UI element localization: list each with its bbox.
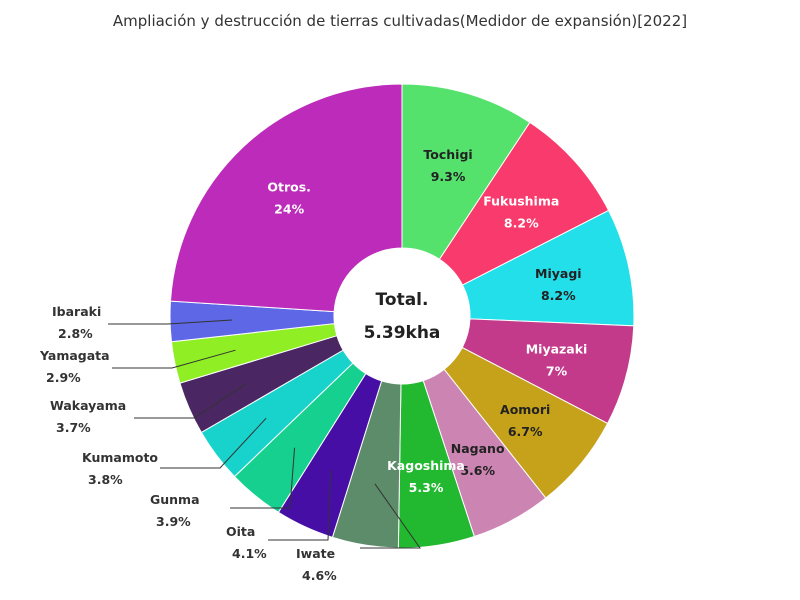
slice-label-wakayama: Wakayama [50,398,126,413]
slice-value-otros: 24% [274,202,304,217]
slice-label-fukushima: Fukushima [483,193,559,208]
slice-label-nagano: Nagano [451,441,505,456]
slice-value-nagano: 5.6% [460,463,495,478]
chart-title: Ampliación y destrucción de tierras cult… [112,12,688,30]
slice-label-kagoshima: Kagoshima [387,458,465,473]
slice-label-otros: Otros. [267,180,311,195]
slice-label-tochigi: Tochigi [423,147,472,162]
slice-value-oita: 4.1% [232,546,267,561]
donut-hole [334,248,470,384]
slice-value-miyazaki: 7% [546,363,568,378]
slice-value-aomori: 6.7% [508,424,543,439]
slice-value-ibaraki: 2.8% [58,326,93,341]
slice-label-oita: Oita [226,524,255,539]
leader-line-oita [268,470,332,541]
slice-value-kumamoto: 3.8% [88,472,123,487]
center-value: 5.39kha [364,323,441,343]
slice-label-miyazaki: Miyazaki [526,341,588,356]
slice-label-aomori: Aomori [500,402,550,417]
leader-line-wakayama [134,383,247,419]
slice-value-wakayama: 3.7% [56,420,91,435]
slice-value-kagoshima: 5.3% [409,480,444,495]
leader-line-gunma [230,447,296,509]
slice-value-gunma: 3.9% [156,514,191,529]
slice-label-ibaraki: Ibaraki [52,304,101,319]
slice-value-yamagata: 2.9% [46,370,81,385]
leader-line-yamagata [112,349,236,369]
slice-label-kumamoto: Kumamoto [82,450,158,465]
slice-label-yamagata: Yamagata [39,348,110,363]
leader-line-kumamoto [160,417,267,469]
slice-label-gunma: Gunma [150,492,200,507]
center-label: Total. [376,290,429,310]
leader-line-ibaraki [108,319,233,325]
slice-value-miyagi: 8.2% [541,288,576,303]
slice-label-iwate: Iwate [296,546,335,561]
slice-value-iwate: 4.6% [302,568,337,583]
slice-value-fukushima: 8.2% [504,215,539,230]
slice-value-tochigi: 9.3% [431,169,466,184]
leader-line-iwate [360,483,421,549]
slice-label-miyagi: Miyagi [535,266,582,281]
